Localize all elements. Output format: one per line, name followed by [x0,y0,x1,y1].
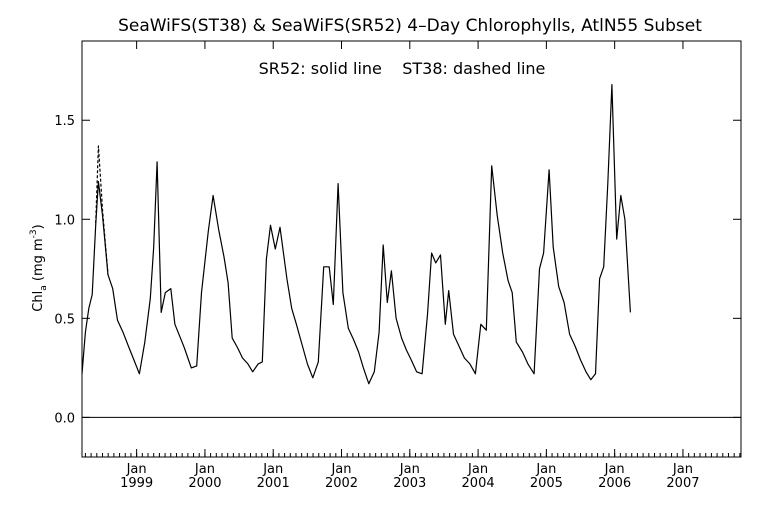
x-tick-year-label: 2004 [462,476,495,491]
x-tick-month-label: Jan [330,462,351,477]
x-tick-year-label: 2003 [393,476,426,491]
y-axis-label-subscript: a [39,285,49,291]
x-tick-year-label: 2005 [530,476,563,491]
line-style-annotation: SR52: solid line ST38: dashed line [259,59,546,78]
x-tick-year-label: 2002 [325,476,358,491]
x-tick-month-label: Jan [604,462,625,477]
x-tick-month-label: Jan [467,462,488,477]
y-axis-label-text: Chl [31,291,46,312]
y-tick-label: 0.5 [54,312,75,327]
chart-title: SeaWiFS(ST38) & SeaWiFS(SR52) 4–Day Chlo… [118,16,702,36]
y-axis-label-superscript: -3 [29,229,39,238]
y-axis-label-text: ) [31,224,46,229]
x-tick-month-label: Jan [399,462,420,477]
x-tick-month-label: Jan [194,462,215,477]
x-tick-year-label: 2000 [188,476,221,491]
x-tick-year-label: 2001 [257,476,290,491]
series-layer [81,84,631,385]
x-tick-month-label: Jan [262,462,283,477]
y-axis: 0.0 0.5 1.0 1.5 [54,114,741,426]
x-tick-month-label: Jan [126,462,147,477]
series-line-sr52 [81,84,631,385]
y-axis-label: Chla (mg m-3) [29,224,49,311]
x-tick-year-label: 2006 [598,476,631,491]
x-tick-month-label: Jan [672,462,693,477]
y-tick-label: 1.5 [54,114,75,129]
plot-area [81,40,742,458]
y-tick-label: 0.0 [54,411,75,426]
y-tick-label: 1.0 [54,213,75,228]
x-tick-month-label: Jan [535,462,556,477]
x-tick-year-label: 1999 [120,476,153,491]
x-axis: Jan1999Jan2000Jan2001Jan2002Jan2003Jan20… [84,41,741,491]
x-tick-year-label: 2007 [666,476,699,491]
y-axis-label-text: (mg m [31,238,46,285]
